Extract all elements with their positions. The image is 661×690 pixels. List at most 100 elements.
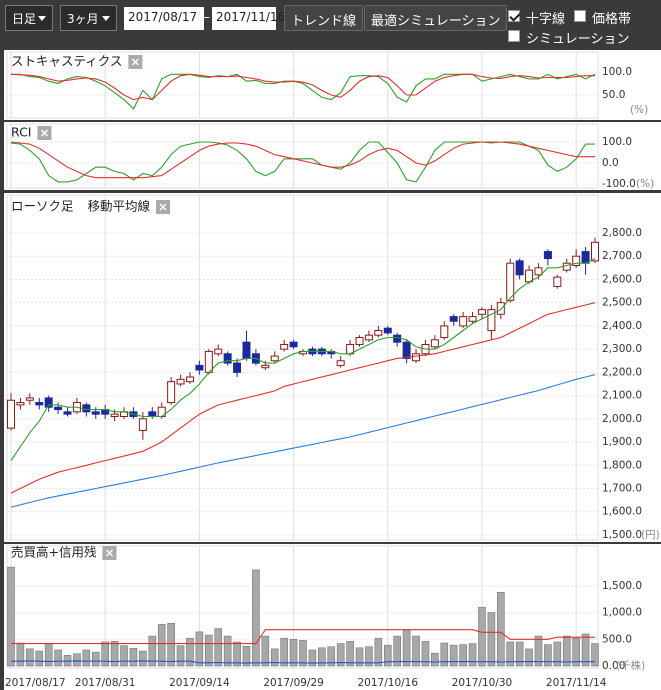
plot-area (6, 123, 599, 189)
panel (4, 50, 661, 120)
range-select[interactable]: 3ヶ月 (60, 5, 117, 31)
y-tick-label: 2,200.0 (602, 366, 642, 378)
bar (383, 644, 392, 667)
panel-title: ローソク足 (11, 199, 74, 214)
y-tick-label: 100.0 (602, 136, 632, 148)
bar (562, 635, 571, 667)
candle-body (7, 399, 15, 429)
checkbox[interactable] (574, 10, 586, 22)
bar (91, 651, 100, 667)
candle-body (364, 334, 373, 341)
plot-area (6, 51, 599, 119)
close-button[interactable] (156, 200, 171, 214)
bar (327, 646, 336, 667)
unit-label: (%) (630, 104, 648, 116)
panel-title: ストキャスティクス (11, 54, 122, 69)
bar (261, 635, 270, 667)
x-tick-label: 2017/08/31 (75, 677, 136, 689)
checkbox[interactable] (508, 10, 520, 22)
bar (402, 629, 411, 667)
bar (120, 645, 128, 667)
y-tick-label: 50.0 (602, 89, 625, 101)
x-tick-label: 2017/11/14 (546, 677, 607, 689)
option[interactable]: シミュレーション (508, 28, 629, 47)
option[interactable]: 価格帯 (574, 8, 631, 27)
x-tick-label: 2017/09/29 (263, 677, 324, 689)
bar (572, 637, 580, 667)
candle-body (562, 262, 571, 271)
candle-body (35, 402, 44, 406)
candle-body (515, 260, 524, 276)
bar (101, 641, 109, 667)
y-tick-label: 2,500.0 (602, 297, 642, 309)
bar (110, 641, 119, 667)
close-icon (105, 549, 114, 557)
candle-body (412, 353, 421, 362)
y-tick-label: 2,400.0 (602, 320, 642, 332)
close-button[interactable] (37, 126, 52, 140)
y-tick-label: 2,800.0 (602, 227, 642, 239)
y-tick-label: 1,800.0 (602, 459, 642, 471)
close-button[interactable] (128, 55, 143, 69)
candle-body (185, 376, 194, 383)
candle-body (487, 309, 496, 332)
y-tick-label: 2,700.0 (602, 250, 642, 262)
candle-body (449, 316, 458, 322)
bar (214, 628, 223, 667)
bar (16, 642, 25, 667)
candle-body (63, 411, 72, 415)
series-line (10, 141, 595, 179)
y-tick-label: 100.0 (602, 66, 632, 78)
candle-body (355, 337, 364, 345)
y-tick-label: 0.0 (602, 157, 619, 169)
candle-body (44, 397, 53, 408)
end-date[interactable]: 2017/11/16 (212, 7, 285, 30)
candle-body (261, 364, 270, 369)
plot-area (6, 545, 599, 669)
start-date[interactable]: 2017/08/17 (124, 7, 204, 30)
bar (421, 641, 430, 667)
candle-body (543, 251, 552, 260)
candle-body (336, 360, 345, 366)
candle-body (459, 316, 468, 327)
candle-body (440, 325, 449, 339)
y-tick-label: 2,100.0 (602, 390, 642, 402)
candle-body (25, 397, 34, 401)
bar (233, 641, 241, 667)
bar (487, 612, 496, 667)
y-tick-label: 1,000.0 (602, 607, 642, 619)
option-label: 価格帯 (592, 12, 632, 27)
candle-body (223, 353, 232, 364)
bar (73, 653, 81, 667)
bar (82, 649, 91, 667)
series-line (10, 374, 596, 508)
option-label: シミュレーション (526, 32, 630, 47)
candle-body (167, 381, 176, 404)
option[interactable]: 十字線 (508, 8, 565, 27)
simulation-button[interactable]: 最適シミュレーション (364, 5, 508, 31)
separator: — (198, 10, 210, 24)
candle-body (402, 341, 411, 359)
bar (365, 646, 373, 667)
close-button[interactable] (102, 546, 117, 560)
plot-area (6, 194, 599, 541)
series-line (10, 258, 596, 461)
period-select[interactable]: 日足 (5, 5, 53, 31)
y-tick-label: 1,500.0 (602, 529, 642, 541)
trend-button[interactable]: トレンド線 (284, 5, 364, 31)
bar (270, 648, 279, 667)
bar (186, 637, 194, 667)
y-tick-label: 1,900.0 (602, 436, 642, 448)
candle-body (138, 418, 147, 431)
bar (459, 644, 467, 667)
y-tick-label: 2,000.0 (602, 413, 642, 425)
y-tick-label: 2,600.0 (602, 273, 642, 285)
bar (139, 650, 147, 667)
candle-body (148, 411, 157, 417)
bar (44, 643, 53, 667)
bar (544, 644, 552, 667)
panel-title: 売買高+信用残 (11, 545, 97, 560)
checkbox[interactable] (508, 30, 520, 42)
